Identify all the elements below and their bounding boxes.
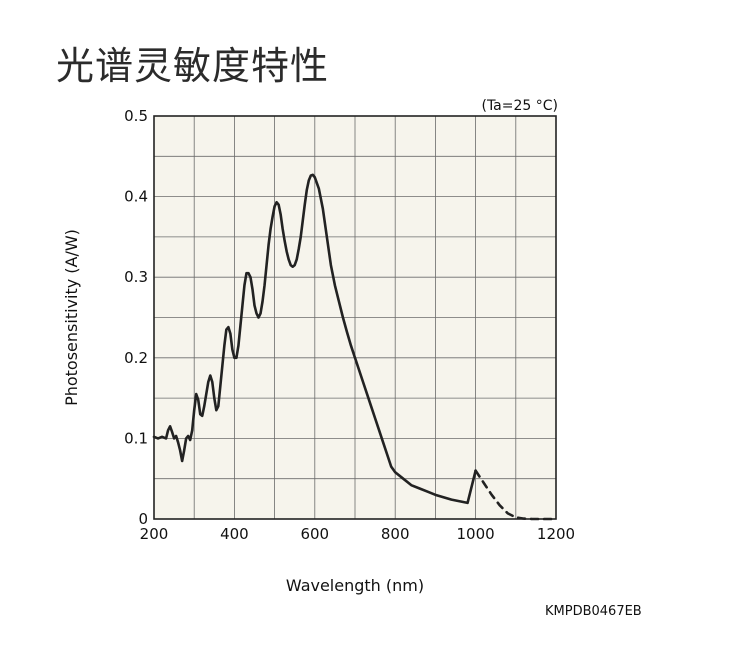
page-title: 光谱灵敏度特性 — [56, 44, 330, 89]
y-tick-label: 0.1 — [124, 429, 148, 447]
x-axis-label: Wavelength (nm) — [286, 576, 424, 595]
y-tick-label: 0.2 — [124, 349, 148, 367]
x-tick-label: 1000 — [457, 525, 495, 543]
x-tick-label: 800 — [381, 525, 410, 543]
condition-annotation: (Ta=25 °C) — [481, 98, 558, 114]
x-axis: 200 400 600 800 1000 1200 — [140, 525, 575, 543]
plot-frame — [153, 115, 557, 520]
figure-code: KMPDB0467EB — [545, 604, 642, 619]
grid-lines — [154, 116, 556, 519]
series-line-solid — [152, 173, 477, 505]
y-axis: 0 0.1 0.2 0.3 0.4 0.5 — [124, 107, 148, 528]
series-group — [152, 173, 558, 521]
y-tick-label: 0.4 — [124, 188, 148, 206]
x-tick-label: 200 — [140, 525, 169, 543]
x-tick-label: 400 — [220, 525, 249, 543]
y-tick-label: 0 — [138, 510, 148, 528]
y-tick-label: 0.3 — [124, 268, 148, 286]
y-tick-label: 0.5 — [124, 107, 148, 125]
x-tick-label: 600 — [300, 525, 329, 543]
x-tick-label: 1200 — [537, 525, 575, 543]
y-axis-label: Photosensitivity (A/W) — [62, 229, 81, 406]
